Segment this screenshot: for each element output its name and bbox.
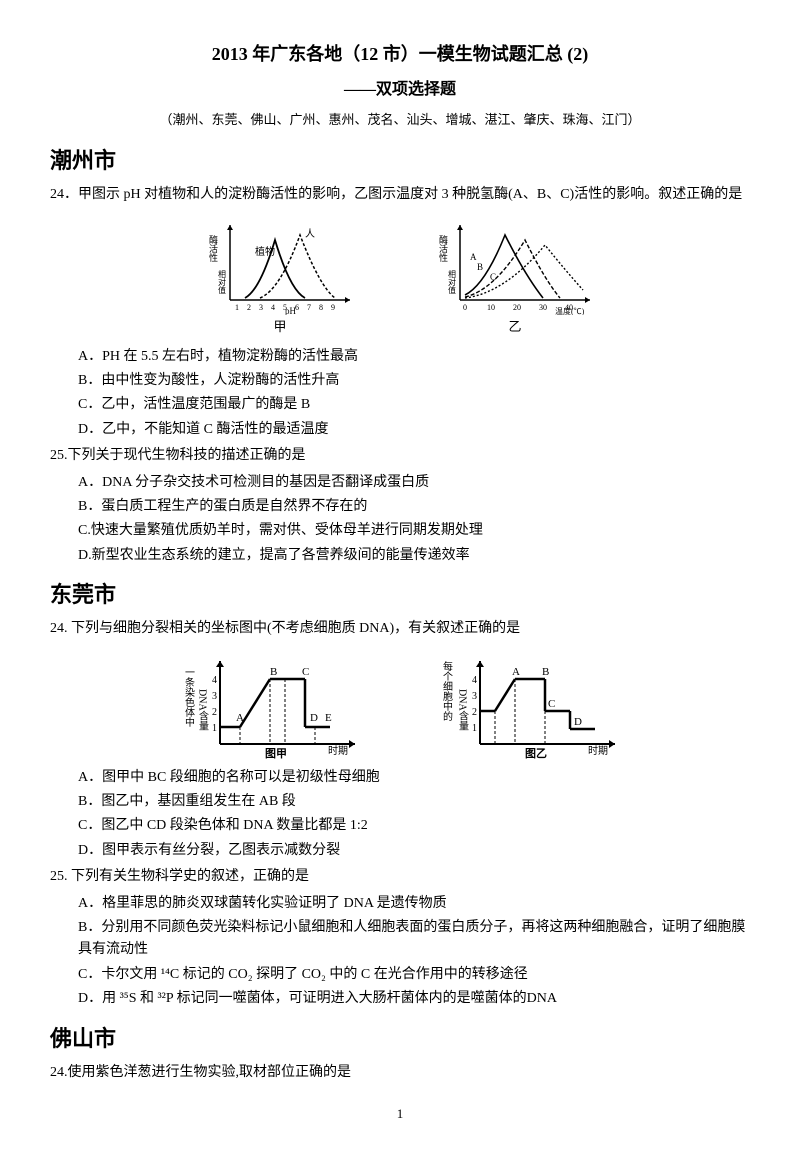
chart-jia-label: 甲 [273,317,286,338]
svg-text:pH: pH [285,306,297,315]
svg-text:4: 4 [472,675,477,686]
cz-q24-b: B．由中性变为酸性，人淀粉酶的活性升高 [78,370,750,392]
svg-text:A: A [512,666,520,678]
svg-text:2: 2 [472,707,477,718]
dg-q24-c: C．图乙中 CD 段染色体和 DNA 数量比都是 1:2 [78,815,750,837]
dg-q24-a: A．图甲中 BC 段细胞的名称可以是初级性母细胞 [78,767,750,789]
cz-q24-d: D．乙中，不能知道 C 酶活性的最适温度 [78,419,750,441]
cz-q24-c: C．乙中，活性温度范围最广的酶是 B [78,394,750,416]
svg-text:A: A [236,712,244,724]
svg-text:8: 8 [319,303,323,312]
cz-q24-a: A．PH 在 5.5 左右时，植物淀粉酶的活性最高 [78,346,750,368]
svg-text:时期: 时期 [328,745,348,757]
dg-q25: 25. 下列有关生物科学史的叙述，正确的是 [50,866,750,888]
svg-text:10: 10 [487,303,495,312]
chart-yi-label: 乙 [508,317,521,338]
svg-text:温度(℃): 温度(℃) [555,306,585,315]
dg-q24-b: B．图乙中，基因重组发生在 AB 段 [78,791,750,813]
svg-text:7: 7 [307,303,311,312]
svg-text:相对值: 相对值 [218,269,227,295]
svg-text:C: C [302,666,309,678]
svg-text:图甲: 图甲 [265,747,287,759]
svg-text:0: 0 [463,303,467,312]
dg-q25-c: C．卡尔文用 ¹⁴C 标记的 CO₂ 探明了 CO₂ 中的 C 在光合作用中的转… [78,964,750,986]
svg-text:C: C [548,698,555,710]
svg-text:E: E [325,712,332,724]
svg-text:DNA含量: DNA含量 [197,689,209,731]
svg-text:植物: 植物 [255,245,275,258]
svg-text:30: 30 [539,303,547,312]
svg-text:酶活性: 酶活性 [208,234,218,263]
svg-text:时期: 时期 [588,745,608,757]
cz-q25-d: D.新型农业生态系统的建立，提高了各营养级间的能量传递效率 [78,545,750,567]
svg-text:3: 3 [212,691,217,702]
svg-text:1: 1 [212,723,217,734]
chart-tuyi-svg: 每个细胞中的 DNA含量 1 2 3 4 A B C D 图乙 时期 [440,649,620,759]
page-number: 1 [50,1104,750,1125]
city-chaozhou: 潮州市 [50,143,750,178]
svg-text:4: 4 [271,303,275,312]
svg-text:2: 2 [247,303,251,312]
chart-yi-svg: 酶活性 相对值 ABC 010203040 温度(℃) [435,215,595,315]
svg-text:一条染色体中: 一条染色体中 [183,667,195,728]
city-dongguan: 东莞市 [50,577,750,612]
chart-jia-svg: 酶活性 相对值 植物 人 123456789 pH [205,215,355,315]
svg-text:20: 20 [513,303,521,312]
svg-text:DNA含量: DNA含量 [457,689,469,731]
chart-yi: 酶活性 相对值 ABC 010203040 温度(℃) 乙 [435,215,595,338]
svg-text:每个细胞中的: 每个细胞中的 [441,659,453,721]
dg-q25-b: B．分别用不同颜色荧光染料标记小鼠细胞和人细胞表面的蛋白质分子，再将这两种细胞融… [78,917,750,962]
svg-text:B: B [477,262,483,272]
svg-text:B: B [270,666,277,678]
svg-text:A: A [470,252,477,262]
cz-q24-charts: 酶活性 相对值 植物 人 123456789 pH 甲 酶活性 相对值 ABC … [50,215,750,338]
cz-q24: 24．甲图示 pH 对植物和人的淀粉酶活性的影响，乙图示温度对 3 种脱氢酶(A… [50,184,750,206]
city-foshan: 佛山市 [50,1021,750,1056]
cz-q25-b: B．蛋白质工程生产的蛋白质是自然界不存在的 [78,496,750,518]
cities-list: （潮州、东莞、佛山、广州、惠州、茂名、汕头、增城、湛江、肇庆、珠海、江门） [50,110,750,131]
dg-q25-d: D．用 ³⁵S 和 ³²P 标记同一噬菌体，可证明进入大肠杆菌体内的是噬菌体的D… [78,988,750,1010]
dg-q24: 24. 下列与细胞分裂相关的坐标图中(不考虑细胞质 DNA)，有关叙述正确的是 [50,618,750,640]
chart-jia: 酶活性 相对值 植物 人 123456789 pH 甲 [205,215,355,338]
dg-q24-charts: 一条染色体中 DNA含量 1234 ABCDE 图甲时期 每个细胞中的 DNA含… [50,649,750,759]
svg-text:3: 3 [472,691,477,702]
fs-q24: 24.使用紫色洋葱进行生物实验,取材部位正确的是 [50,1062,750,1084]
svg-text:C: C [490,272,496,282]
svg-text:图乙: 图乙 [525,747,547,759]
chart-tujia-svg: 一条染色体中 DNA含量 1 2 3 4 A B C DE 图甲 时期 [180,649,360,759]
chart-tuyi: 每个细胞中的 DNA含量 1 2 3 4 A B C D 图乙 时期 [440,649,620,759]
svg-text:9: 9 [331,303,335,312]
svg-text:1: 1 [235,303,239,312]
svg-text:人: 人 [305,228,315,240]
svg-text:相对值: 相对值 [448,269,457,295]
svg-text:D: D [574,716,582,728]
chart-tujia: 一条染色体中 DNA含量 1 2 3 4 A B C DE 图甲 时期 [180,649,360,759]
svg-text:酶活性: 酶活性 [438,234,448,263]
subtitle: ——双项选择题 [50,77,750,103]
svg-text:4: 4 [212,675,217,686]
svg-text:D: D [310,712,318,724]
cz-q25-a: A．DNA 分子杂交技术可检测目的基因是否翻译成蛋白质 [78,472,750,494]
svg-text:3: 3 [259,303,263,312]
dg-q24-d: D．图甲表示有丝分裂，乙图表示减数分裂 [78,840,750,862]
main-title: 2013 年广东各地（12 市）一模生物试题汇总 (2) [50,40,750,69]
cz-q25-c: C.快速大量繁殖优质奶羊时，需对供、受体母羊进行同期发期处理 [78,520,750,542]
cz-q25: 25.下列关于现代生物科技的描述正确的是 [50,445,750,467]
svg-text:B: B [542,666,549,678]
svg-text:2: 2 [212,707,217,718]
dg-q25-a: A．格里菲思的肺炎双球菌转化实验证明了 DNA 是遗传物质 [78,893,750,915]
svg-text:1: 1 [472,723,477,734]
